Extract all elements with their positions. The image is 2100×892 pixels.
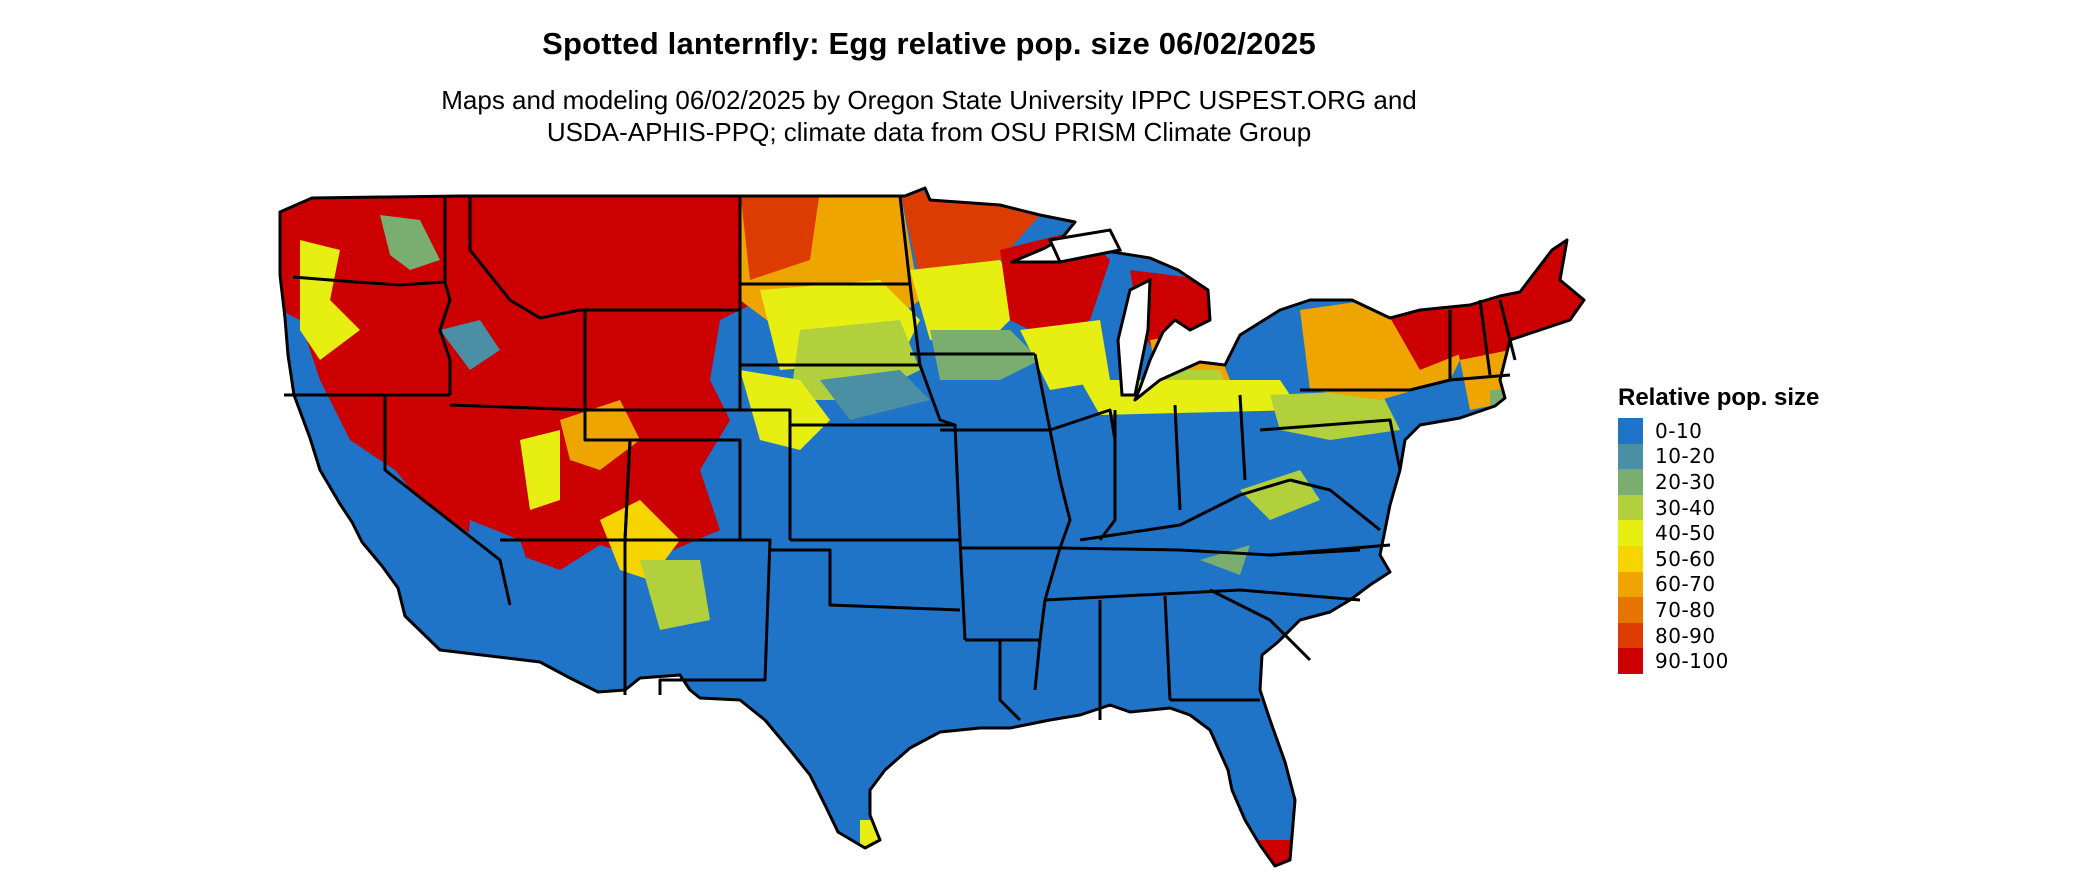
border-in-oh xyxy=(1173,404,1182,511)
legend-label: 80-90 xyxy=(1655,623,1716,648)
zone-40-50-nevada xyxy=(520,430,560,510)
border-nc-sc xyxy=(1239,588,1361,602)
zone-80-90-montana-east xyxy=(740,190,820,280)
subtitle-line-2: USDA-APHIS-PPQ; climate data from OSU PR… xyxy=(546,117,1312,147)
lake-superior xyxy=(1047,228,1123,264)
legend-label: 50-60 xyxy=(1655,546,1716,571)
zone-0-10-arizona-south xyxy=(540,590,640,660)
border-ca-nv xyxy=(383,395,512,606)
legend-swatch xyxy=(1618,597,1643,623)
legend-swatch xyxy=(1618,418,1643,444)
border-plains-east xyxy=(898,195,967,641)
zone-90-100-west xyxy=(280,188,760,570)
legend-item: 50-60 xyxy=(1618,545,1918,572)
legend-swatch xyxy=(1618,545,1643,572)
border-ny-pa xyxy=(1300,378,1451,392)
border-utah xyxy=(623,438,742,542)
legend-label: 60-70 xyxy=(1655,572,1716,597)
legend-item: 10-20 xyxy=(1618,443,1918,470)
border-nm-tx xyxy=(658,538,772,695)
zone-40-50-minnesota xyxy=(910,260,1030,340)
legend-label: 90-100 xyxy=(1655,649,1729,674)
great-lakes xyxy=(1047,228,1152,397)
legend-title: Relative pop. size xyxy=(1618,384,1820,411)
border-ga-sc xyxy=(1209,588,1312,662)
border-ky-north xyxy=(1079,478,1291,542)
map-title: Spotted lanternfly: Egg relative pop. si… xyxy=(542,26,1316,61)
legend-swatch xyxy=(1618,520,1643,546)
legend-swatch xyxy=(1618,571,1643,598)
zone-10-20-idaho xyxy=(440,320,500,370)
state-borders xyxy=(278,186,1586,868)
map-subtitle: Maps and modeling 06/02/2025 by Oregon S… xyxy=(0,84,1858,148)
border-nh-me xyxy=(1498,299,1517,361)
legend-label: 30-40 xyxy=(1655,495,1716,520)
legend: Relative pop. size 0-10 10-20 20-30 30-40 40… xyxy=(1618,384,1918,674)
legend-item: 80-90 xyxy=(1618,622,1918,649)
legend-swatch xyxy=(1618,469,1643,495)
border-oh-pa xyxy=(1238,394,1247,481)
legend-items: 0-10 10-20 20-30 30-40 40-50 50-60 60-70 70-80 8… xyxy=(1618,418,1918,674)
border-il-in xyxy=(1098,410,1117,541)
border-wyoming xyxy=(583,310,742,412)
border-wi-il xyxy=(1049,408,1117,441)
legend-swatch xyxy=(1618,494,1643,521)
zone-60-70-utah xyxy=(560,400,640,470)
legend-label: 40-50 xyxy=(1655,521,1716,546)
legend-label: 20-30 xyxy=(1655,469,1716,494)
zone-40-50-lakes-band xyxy=(1080,380,1300,415)
border-la-tx xyxy=(998,640,1022,722)
legend-swatch xyxy=(1618,443,1643,470)
zone-0-10-southwest xyxy=(460,520,540,640)
zone-10-20-nebraska xyxy=(820,370,930,420)
border-va-wv xyxy=(1289,478,1381,532)
border-pa-ny xyxy=(1259,418,1402,471)
border-colorado xyxy=(740,408,792,540)
border-tn-south xyxy=(1044,588,1241,602)
zone-30-40-newmexico xyxy=(640,560,710,630)
zone-90-100-florida-keys xyxy=(1240,840,1290,866)
legend-label: 10-20 xyxy=(1655,444,1716,469)
legend-label: 0-10 xyxy=(1655,418,1703,443)
border-va-nc xyxy=(1269,543,1391,557)
zone-40-50-cascades xyxy=(300,240,360,360)
subtitle-line-1: Maps and modeling 06/02/2025 by Oregon S… xyxy=(441,85,1417,115)
zone-40-50-wisconsin-south xyxy=(1020,320,1110,390)
border-mississippi xyxy=(1033,353,1072,691)
border-mt-id xyxy=(468,196,585,320)
legend-item: 70-80 xyxy=(1618,597,1918,623)
legend-item: 0-10 xyxy=(1618,418,1918,444)
border-al-ga xyxy=(1163,595,1172,701)
legend-label: 70-80 xyxy=(1655,597,1716,622)
zone-20-30-washington xyxy=(380,215,440,270)
border-ma xyxy=(1449,373,1511,382)
legend-swatch xyxy=(1618,622,1643,649)
legend-item: 20-30 xyxy=(1618,469,1918,495)
legend-item: 40-50 xyxy=(1618,520,1918,546)
lake-michigan xyxy=(1116,277,1152,397)
border-vt-nh xyxy=(1478,299,1492,376)
us-map xyxy=(260,170,1620,890)
legend-swatch xyxy=(1618,648,1643,674)
legend-item: 90-100 xyxy=(1618,648,1918,674)
zone-80-90-minnesota xyxy=(900,190,1040,280)
legend-item: 60-70 xyxy=(1618,571,1918,598)
us-map-svg xyxy=(278,186,1586,868)
border-ok-tx xyxy=(770,548,961,612)
legend-item: 30-40 xyxy=(1618,494,1918,521)
